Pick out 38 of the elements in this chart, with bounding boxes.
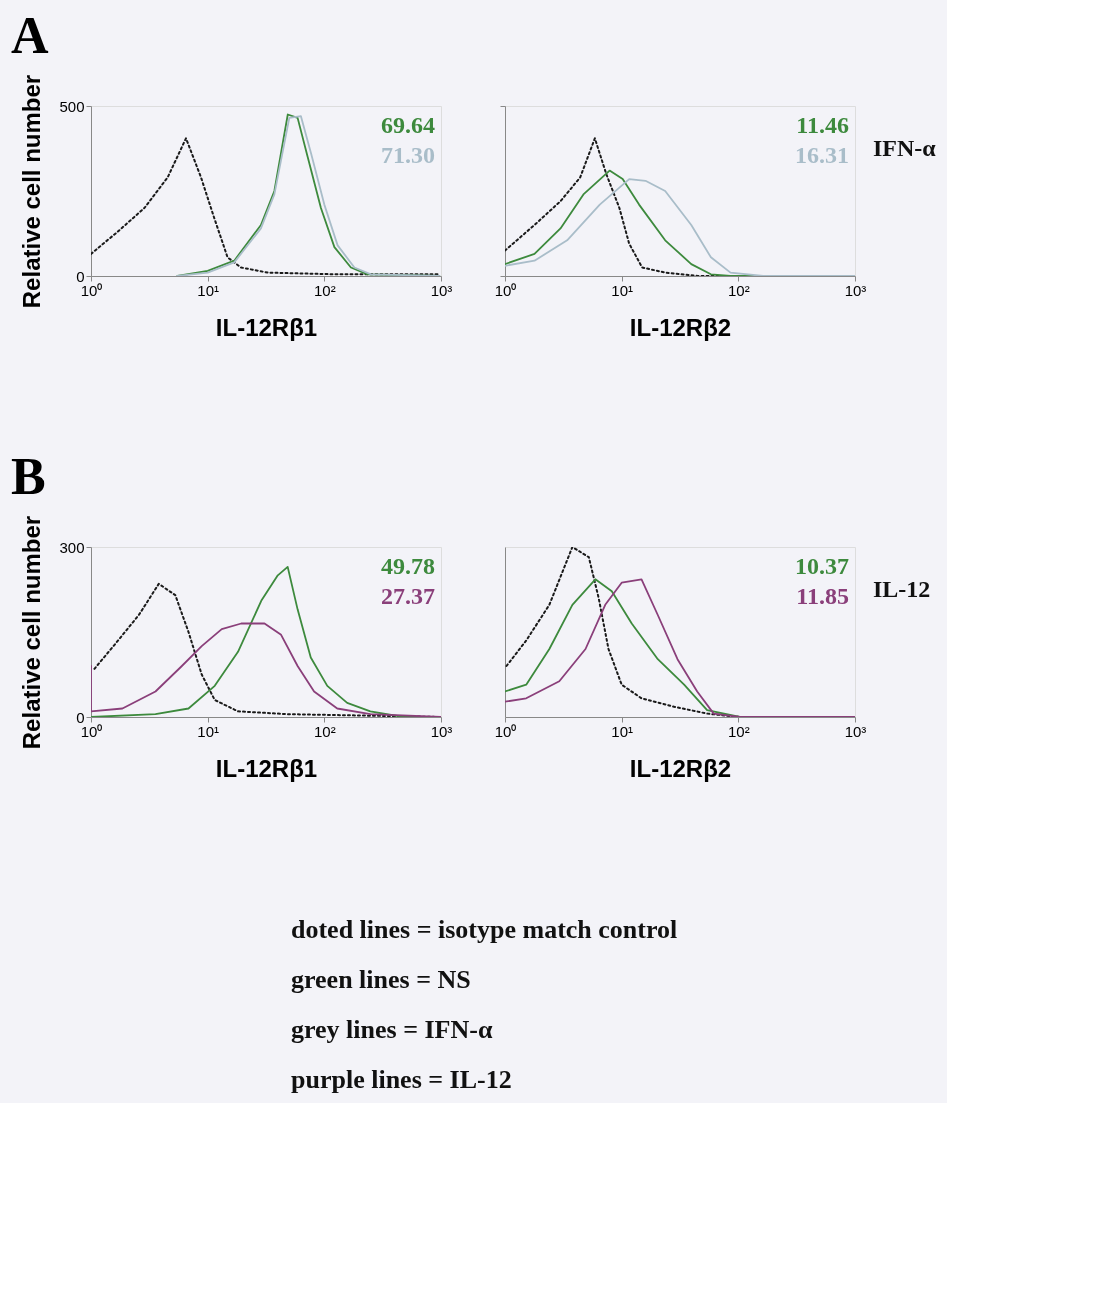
text: purple lines = IL-12: [291, 1065, 512, 1094]
x-tick-label: 10²: [727, 281, 750, 299]
annotation: 49.78: [381, 553, 435, 579]
y-axis-title: Relative cell number: [18, 74, 46, 309]
x-tick-label: 10²: [313, 722, 336, 740]
text: green lines = NS: [291, 965, 471, 994]
y-tick-label: 500: [59, 97, 85, 115]
chart-title: A: [10, 7, 49, 65]
annotation: 11.46: [796, 112, 849, 138]
annotation: 16.31: [795, 142, 849, 168]
x-axis-title: IL-12Rβ2: [629, 754, 732, 782]
x-tick-label: 10¹: [197, 722, 220, 740]
y2-axis-title: IL-12: [873, 575, 931, 602]
x-tick-label: 10¹: [611, 722, 634, 740]
text: doted lines = isotype match control: [291, 915, 678, 944]
y2-axis-title: IFN-α: [873, 134, 937, 161]
annotation: 11.85: [796, 583, 849, 609]
annotation: 10.37: [795, 553, 849, 579]
x-tick-label: 10³: [430, 281, 453, 299]
y-tick-label: 300: [59, 538, 85, 556]
x-tick-label: 10²: [313, 281, 336, 299]
annotation: 27.37: [381, 583, 435, 609]
text: grey lines = IFN-α: [291, 1015, 493, 1044]
x-tick-label: 10⁰: [494, 722, 517, 740]
x-tick-label: 10¹: [611, 281, 634, 299]
annotation: 69.64: [381, 112, 435, 138]
annotation: 71.30: [381, 142, 435, 168]
x-tick-label: 10³: [430, 722, 453, 740]
x-tick-label: 10⁰: [494, 281, 517, 299]
y-axis-title: Relative cell number: [18, 515, 46, 750]
x-tick-label: 10²: [727, 722, 750, 740]
x-axis-title: IL-12Rβ1: [215, 754, 318, 782]
chart-title: B: [10, 448, 46, 506]
x-tick-label: 10³: [844, 722, 867, 740]
x-axis-title: IL-12Rβ2: [629, 313, 732, 341]
x-axis-title: IL-12Rβ1: [215, 313, 318, 341]
x-tick-label: 10¹: [197, 281, 220, 299]
x-tick-label: 10³: [844, 281, 867, 299]
